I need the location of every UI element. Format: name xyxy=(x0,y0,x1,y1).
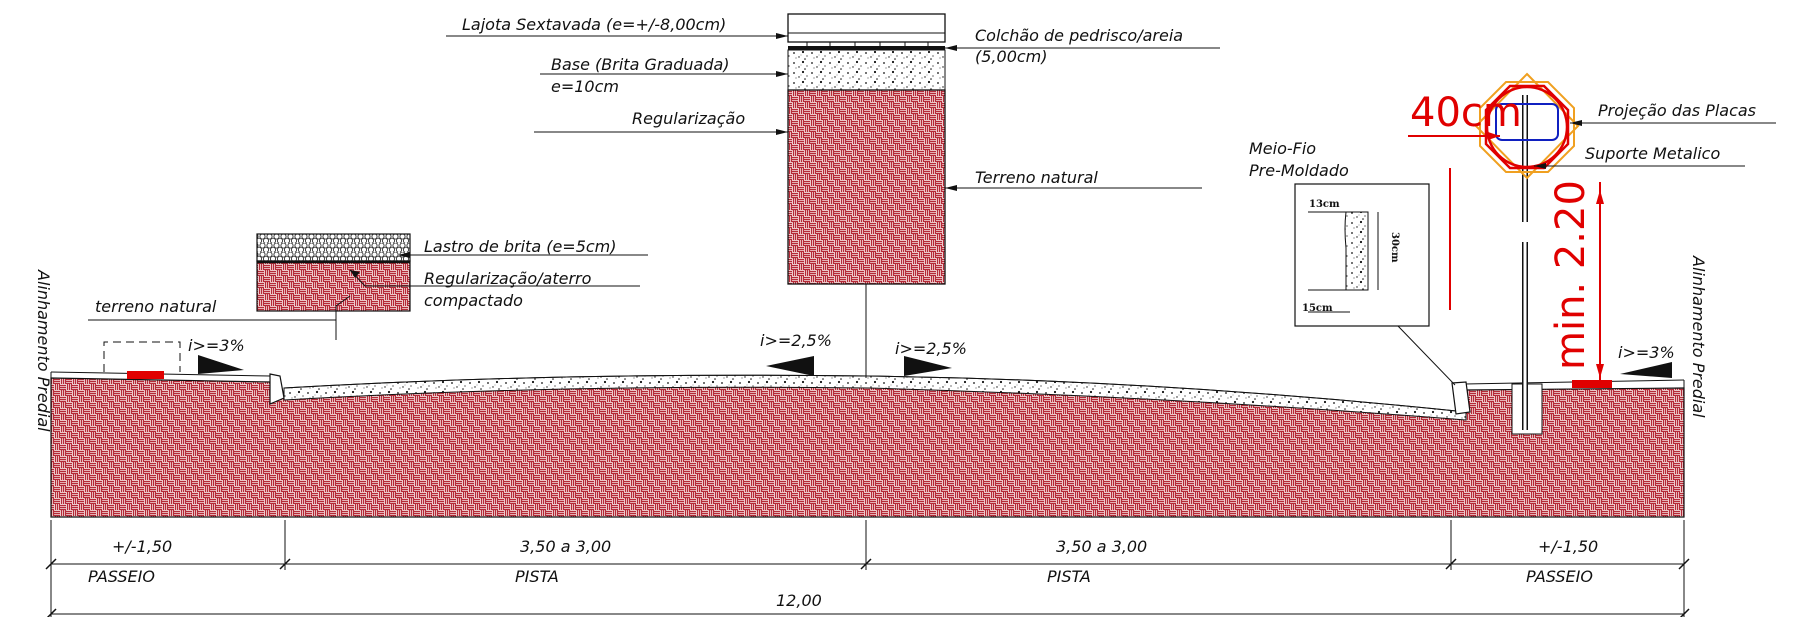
total-width-value: 12,00 xyxy=(776,591,822,610)
colchao-label-2: (5,00cm) xyxy=(975,47,1048,66)
right-curb xyxy=(1451,381,1471,415)
left-curb xyxy=(269,373,285,405)
regularizacao-aterro-label-2: compactado xyxy=(424,291,523,310)
regularizacao-aterro-label-1: Regularização/aterro xyxy=(424,269,592,288)
sign-width-label: 40cm xyxy=(1410,90,1522,136)
layers-column xyxy=(787,13,946,378)
sign-height-label: min. 2.20 xyxy=(1548,180,1594,370)
colchao-layer xyxy=(788,46,945,50)
alinhamento-left-label: Alinhamento Predial xyxy=(34,269,53,432)
terreno-natural-small-label: terreno natural xyxy=(95,297,217,316)
meio-fio-profile xyxy=(1344,211,1369,291)
left-dashed-box xyxy=(103,341,181,372)
svg-text:i>=3%: i>=3% xyxy=(188,336,245,355)
ground-section xyxy=(50,341,1685,518)
base-label-2: e=10cm xyxy=(551,77,619,96)
plate-blue-rect xyxy=(1495,103,1559,141)
svg-text:i>=3%: i>=3% xyxy=(1618,343,1675,362)
lastro-layer xyxy=(256,233,411,262)
regularizacao-label: Regularização xyxy=(632,109,745,128)
slope-road-right: i>=2,5% xyxy=(895,339,967,376)
right-sidewalk-red-mark xyxy=(1572,380,1612,388)
pista-left-value: 3,50 a 3,00 xyxy=(520,537,611,556)
road-surface-line xyxy=(283,374,1467,413)
colchao-label-1: Colchão de pedrisco/areia xyxy=(975,26,1183,45)
plate-orange-diamond xyxy=(1474,72,1580,180)
plate-red-circle xyxy=(1485,85,1569,169)
meio-fio-leader xyxy=(1397,325,1456,386)
meio-fio-dim-top: 13cm xyxy=(1309,199,1340,210)
dimension-lines xyxy=(45,520,1690,617)
terreno-layer xyxy=(787,89,946,285)
passeio-right-label: PASSEIO xyxy=(1526,567,1593,586)
projecao-label: Projeção das Placas xyxy=(1598,101,1756,120)
left-sidewalk-red-mark xyxy=(127,371,164,379)
pista-right-label: PISTA xyxy=(1047,567,1091,586)
passeio-right-value: +/-1,50 xyxy=(1538,537,1598,556)
pista-right-value: 3,50 a 3,00 xyxy=(1056,537,1147,556)
svg-text:i>=2,5%: i>=2,5% xyxy=(895,339,967,358)
meio-fio-detail: 13cm 30cm 15cm xyxy=(1294,183,1430,327)
base-label-1: Base (Brita Graduada) xyxy=(551,55,730,74)
pista-left-label: PISTA xyxy=(515,567,559,586)
base-layer xyxy=(787,49,946,91)
meio-fio-title-2: Pre-Moldado xyxy=(1249,161,1349,180)
slope-road-left: i>=2,5% xyxy=(760,331,832,376)
meio-fio-title-1: Meio-Fio xyxy=(1249,139,1316,158)
signpost xyxy=(1408,72,1604,430)
passeio-left-value: +/-1,50 xyxy=(112,537,172,556)
passeio-left-label: PASSEIO xyxy=(88,567,155,586)
meio-fio-dim-height: 30cm xyxy=(1389,232,1400,263)
plate-orange-octagon xyxy=(1479,81,1575,173)
alinhamento-right-label: Alinhamento Predial xyxy=(1689,255,1708,418)
lajota-label: Lajota Sextavada (e=+/-8,00cm) xyxy=(462,15,726,34)
meio-fio-dim-bottom: 15cm xyxy=(1302,303,1333,314)
small-layer-block xyxy=(256,233,411,312)
lajota-layer xyxy=(787,13,946,43)
slope-right-sidewalk: i>=3% xyxy=(1618,343,1675,378)
suporte-label: Suporte Metalico xyxy=(1585,144,1720,163)
lastro-label: Lastro de brita (e=5cm) xyxy=(424,237,617,256)
slope-left-sidewalk: i>=3% xyxy=(188,336,245,374)
svg-text:i>=2,5%: i>=2,5% xyxy=(760,331,832,350)
terreno-label: Terreno natural xyxy=(975,168,1098,187)
